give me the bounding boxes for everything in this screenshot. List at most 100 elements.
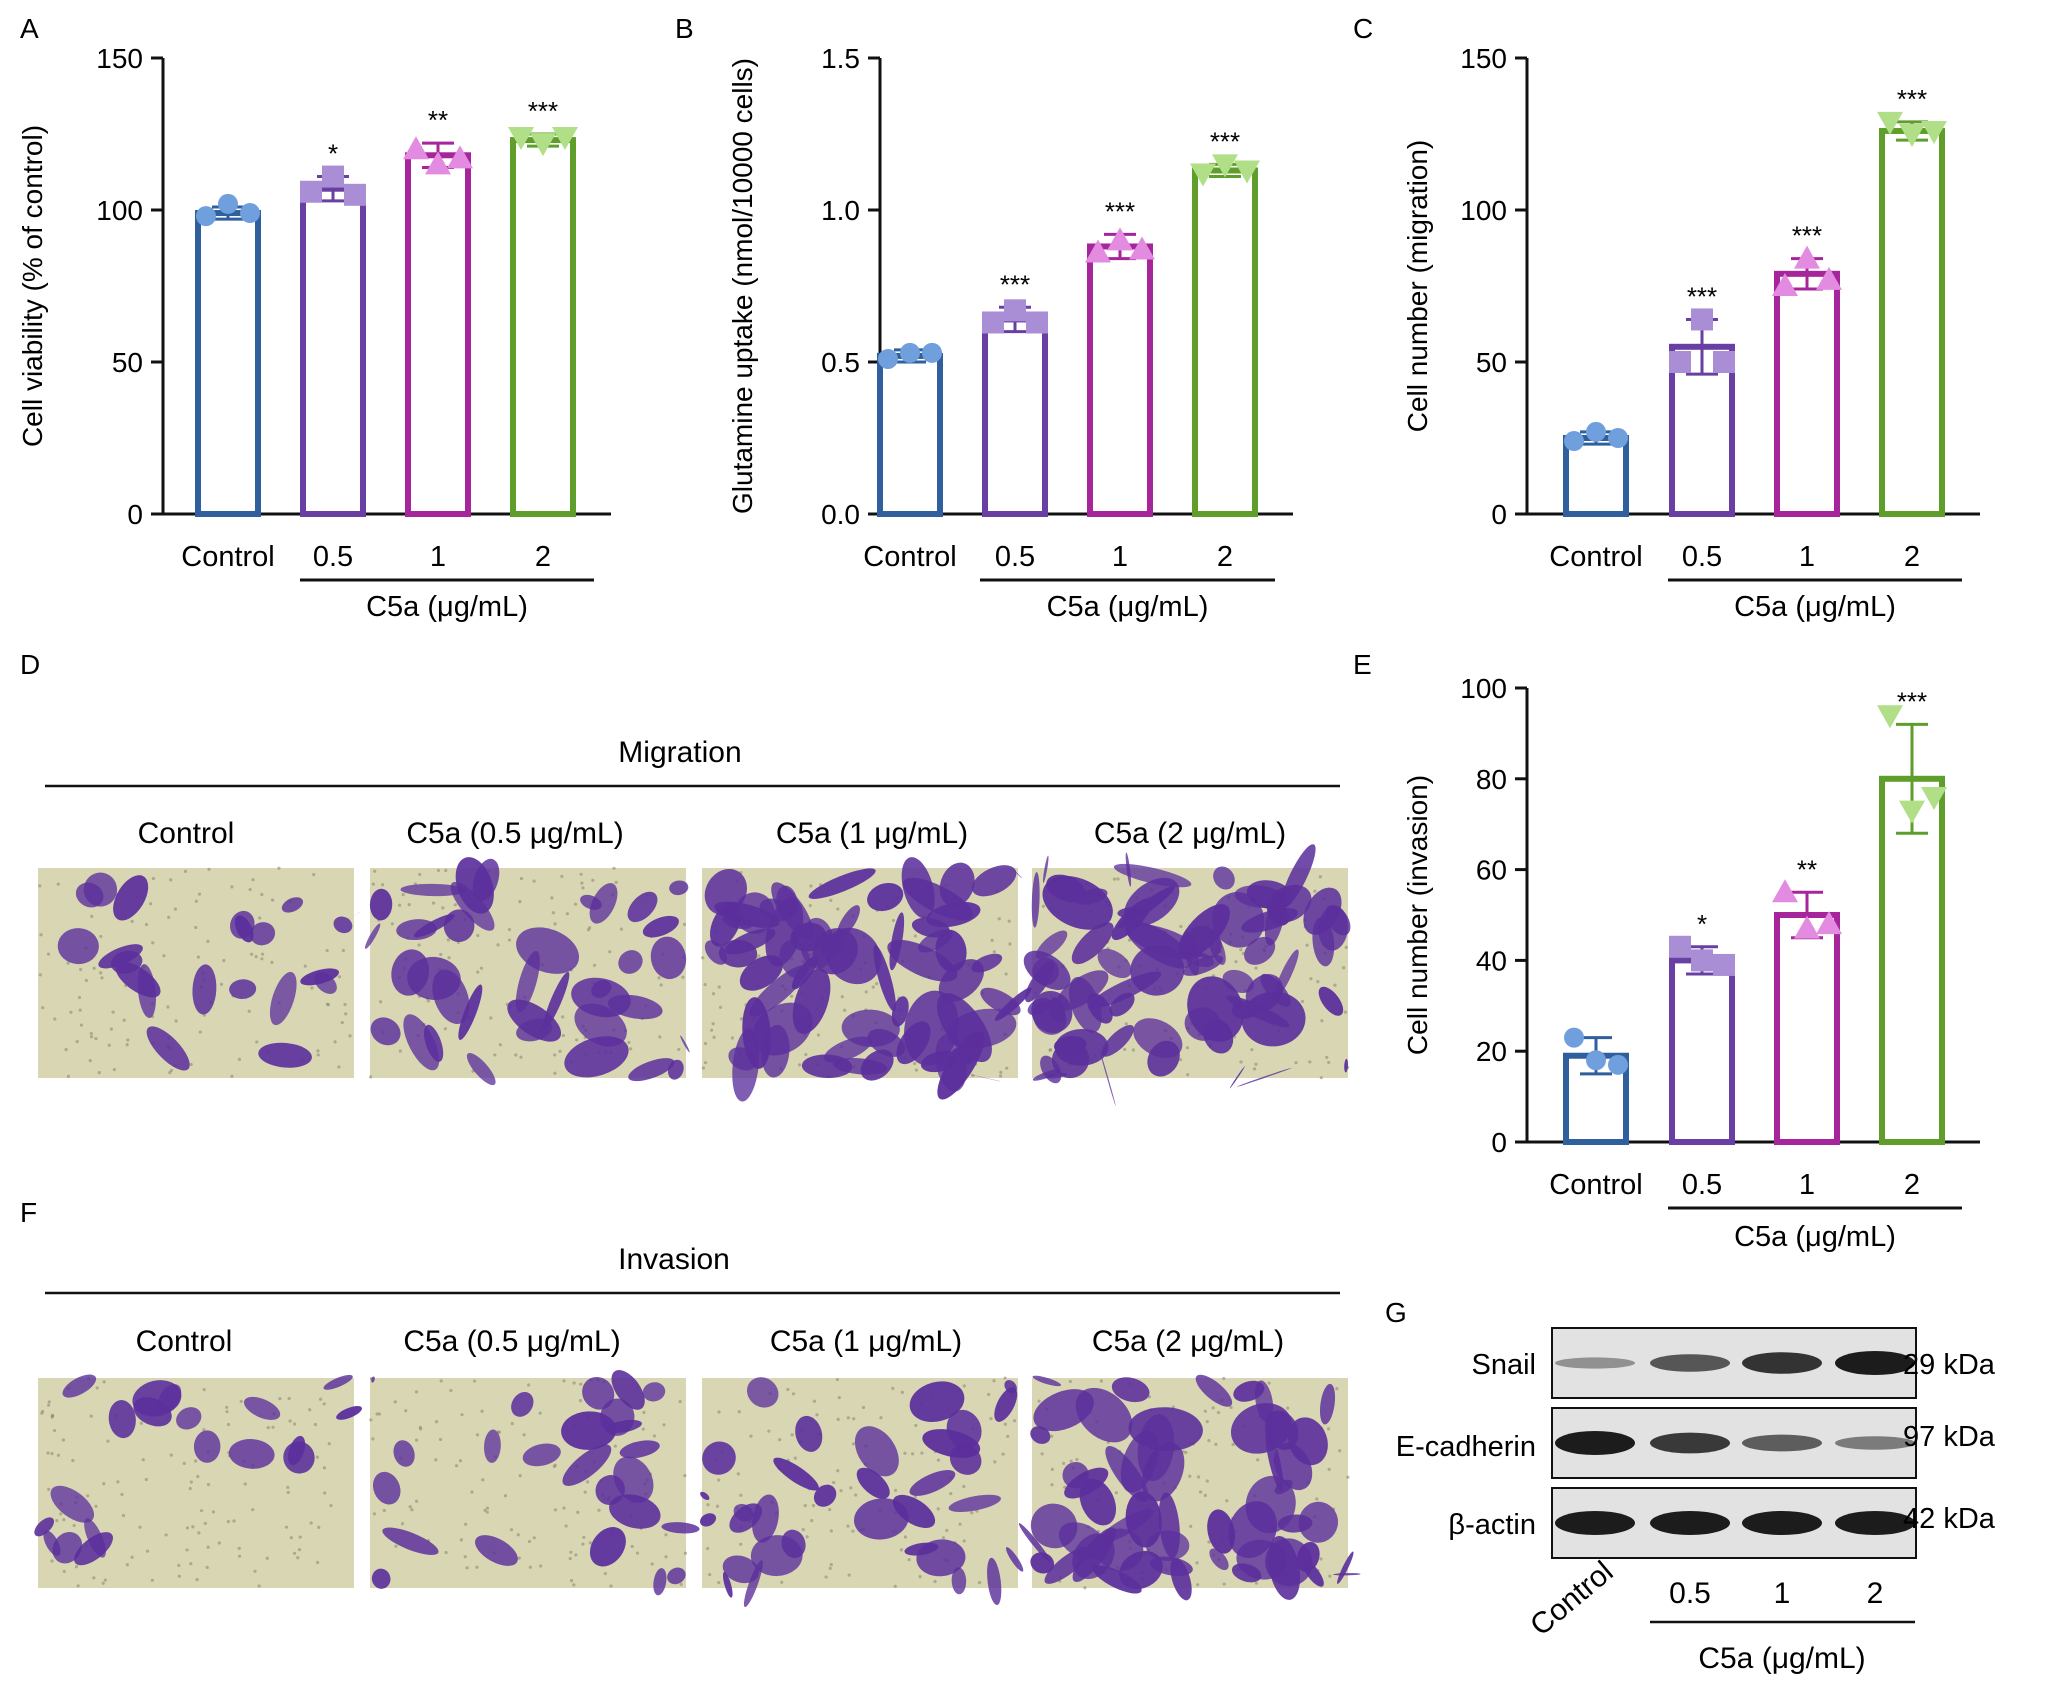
membrane-pore xyxy=(588,1541,592,1545)
stained-cell xyxy=(228,1439,275,1469)
data-point-1-0 xyxy=(1669,935,1691,958)
membrane-pore xyxy=(527,1383,531,1387)
membrane-pore xyxy=(999,1074,1003,1078)
membrane-pore xyxy=(443,1027,447,1031)
membrane-pore xyxy=(518,900,522,904)
membrane-pore xyxy=(1099,1379,1103,1383)
stained-cell xyxy=(1109,992,1135,1017)
membrane-pore xyxy=(597,1508,601,1512)
membrane-pore xyxy=(1256,1458,1260,1462)
membrane-pore xyxy=(652,1434,657,1438)
membrane-pore xyxy=(561,1015,565,1019)
membrane-pore xyxy=(528,1565,532,1569)
membrane-pore xyxy=(579,872,583,876)
stained-cell xyxy=(889,912,905,971)
membrane-pore xyxy=(553,1508,558,1512)
membrane-pore xyxy=(609,1584,613,1588)
stained-cell xyxy=(856,1467,890,1499)
membrane-pore xyxy=(151,941,155,945)
membrane-pore xyxy=(145,1549,150,1553)
stained-cell xyxy=(561,1411,617,1450)
stained-cell xyxy=(1303,887,1342,935)
data-point-2-0 xyxy=(1772,273,1798,296)
stained-cell xyxy=(1158,1492,1180,1558)
membrane-pore xyxy=(650,1562,654,1566)
membrane-pore xyxy=(1185,1046,1190,1050)
membrane-pore xyxy=(1225,1499,1229,1503)
membrane-pore xyxy=(202,1428,206,1432)
stained-cell xyxy=(700,1491,710,1501)
membrane-pore xyxy=(613,1444,617,1448)
membrane-pore xyxy=(1286,1406,1290,1410)
stained-cell xyxy=(1128,1407,1203,1452)
membrane-pore xyxy=(225,1410,229,1414)
stained-cell xyxy=(582,1376,615,1410)
stained-cell xyxy=(458,984,483,1040)
stained-cell xyxy=(50,1485,95,1523)
membrane-pore xyxy=(1267,1381,1271,1385)
membrane-pore xyxy=(1309,977,1313,981)
data-point-0-0 xyxy=(878,348,898,369)
membrane-pore xyxy=(678,1400,682,1404)
membrane-pore xyxy=(805,1535,809,1539)
membrane-pore xyxy=(1326,1427,1331,1431)
membrane-pore xyxy=(56,1453,61,1457)
membrane-pore xyxy=(891,1386,895,1391)
membrane-pore xyxy=(69,1010,73,1014)
membrane-pore xyxy=(417,943,421,947)
y-tick-label: 100 xyxy=(1460,195,1507,226)
stained-cell xyxy=(699,1513,717,1527)
stained-cell xyxy=(947,1008,1017,1049)
membrane-pore xyxy=(434,1420,439,1424)
stained-cell xyxy=(1030,1552,1055,1574)
membrane-pore xyxy=(169,1068,174,1073)
membrane-pore xyxy=(434,1458,438,1462)
membrane-pore xyxy=(907,1557,911,1562)
membrane-pore xyxy=(394,1544,398,1548)
membrane-pore xyxy=(261,952,265,956)
membrane-pore xyxy=(258,916,262,920)
stained-cell xyxy=(400,883,466,897)
x-tick-label: 2 xyxy=(1904,541,1920,573)
membrane-pore xyxy=(852,1417,856,1421)
blot-band xyxy=(1650,1511,1730,1535)
membrane-pore xyxy=(191,1525,195,1529)
data-point-3-1 xyxy=(1899,800,1925,824)
membrane-pore xyxy=(767,1429,771,1433)
data-point-0-2 xyxy=(1608,428,1628,448)
membrane-pore xyxy=(920,1451,924,1455)
stained-cell xyxy=(742,997,771,1069)
stained-cell xyxy=(994,1387,1018,1422)
membrane-pore xyxy=(1195,1561,1199,1565)
stained-cell xyxy=(980,987,1021,1016)
stained-cell xyxy=(661,1522,700,1534)
stained-cell xyxy=(1117,907,1144,918)
membrane-pore xyxy=(177,1574,181,1578)
membrane-pore xyxy=(553,1053,557,1057)
membrane-pore xyxy=(1007,919,1011,923)
data-point-2-1 xyxy=(425,151,451,175)
membrane-pore xyxy=(579,1382,583,1386)
stained-cell xyxy=(1318,986,1344,1016)
significance-label: *** xyxy=(1687,281,1717,311)
stained-cell xyxy=(1255,1380,1274,1423)
y-axis-label: Cell number (migration) xyxy=(1402,140,1433,433)
membrane-pore xyxy=(706,1503,710,1507)
membrane-pore xyxy=(1116,877,1120,881)
membrane-pore xyxy=(460,1413,464,1417)
membrane-pore xyxy=(106,1439,110,1443)
membrane-pore xyxy=(683,1551,687,1555)
stained-cell xyxy=(1055,970,1109,1011)
membrane-pore xyxy=(1041,904,1045,908)
membrane-pore xyxy=(1216,1410,1221,1415)
significance-label: *** xyxy=(1000,269,1030,299)
membrane-pore xyxy=(182,1461,186,1466)
membrane-pore xyxy=(237,1546,241,1550)
chart-c: 0 50 100 150 Cell number (migration) Control *… xyxy=(1402,43,1980,623)
stained-cell xyxy=(243,1396,281,1420)
membrane-pore xyxy=(298,1535,302,1539)
x-tick-label: Control xyxy=(1549,541,1643,573)
stained-cell xyxy=(333,916,353,934)
membrane-pore xyxy=(739,1493,743,1497)
stained-cell xyxy=(1273,949,1299,1000)
